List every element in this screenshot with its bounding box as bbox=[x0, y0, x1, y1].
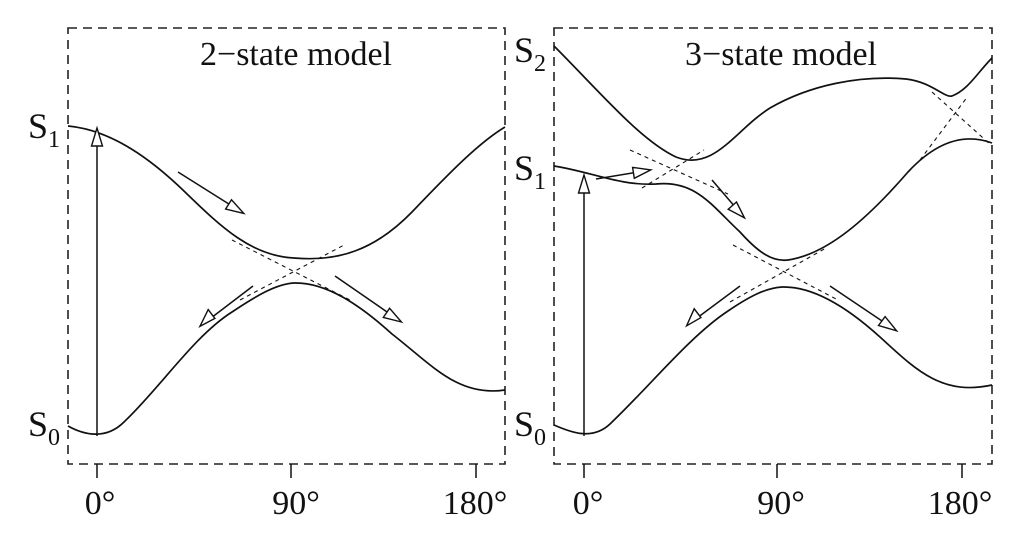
state-label-s1: S1 bbox=[514, 148, 546, 195]
diabatic-crossing-a bbox=[231, 239, 351, 301]
panel-frame bbox=[67, 27, 506, 465]
state-label-s1: S1 bbox=[28, 106, 60, 153]
x-tick-label-90: 90° bbox=[272, 485, 320, 522]
panel-title: 3−state model bbox=[685, 36, 877, 73]
panel-title: 2−state model bbox=[200, 36, 392, 73]
s1-potential-curve bbox=[67, 125, 506, 260]
state-label-s0: S0 bbox=[28, 404, 60, 451]
branch-right-arrow-line bbox=[334, 275, 391, 315]
x-tick-label-0: 0° bbox=[573, 485, 604, 522]
s2-potential-curve bbox=[553, 45, 993, 161]
panel-three-state: 3−state model S2 S1 S0 bbox=[514, 27, 993, 522]
diabatic-crossing-b bbox=[239, 243, 347, 301]
relaxation-arrow-line bbox=[711, 179, 737, 209]
state-label-s2: S2 bbox=[514, 30, 546, 77]
x-tick-label-90: 90° bbox=[757, 485, 805, 522]
x-tick-label-180: 180° bbox=[928, 485, 993, 522]
diabatic-crossing-d bbox=[729, 247, 827, 303]
branch-right-arrow-line bbox=[829, 285, 886, 324]
s1-potential-curve bbox=[553, 138, 993, 262]
branch-left-arrowhead bbox=[685, 307, 702, 328]
state-label-s0: S0 bbox=[514, 404, 546, 451]
panel-frame bbox=[553, 27, 993, 465]
s1-path-arrow-line bbox=[595, 171, 639, 180]
branch-right-arrowhead bbox=[877, 315, 899, 333]
x-tick-label-0: 0° bbox=[85, 485, 116, 522]
branch-right-arrowhead bbox=[382, 307, 404, 324]
diabatic-crossing-c bbox=[732, 244, 839, 301]
branch-left-arrow-line bbox=[210, 285, 254, 319]
relaxation-arrowhead bbox=[726, 200, 747, 220]
s1-path-arrowhead bbox=[631, 166, 654, 180]
diabatic-crossing-a bbox=[629, 149, 729, 195]
s0-potential-curve bbox=[67, 282, 506, 435]
diabatic-crossing-e bbox=[931, 91, 993, 147]
branch-left-arrow-line bbox=[696, 285, 741, 319]
relaxation-arrow-line bbox=[177, 171, 233, 207]
excitation-arrowhead bbox=[577, 172, 591, 194]
x-tick-label-180: 180° bbox=[443, 485, 508, 522]
relaxation-arrowhead bbox=[224, 198, 246, 215]
diabatic-crossing-f bbox=[919, 95, 969, 161]
branch-left-arrowhead bbox=[198, 308, 216, 329]
s0-potential-curve bbox=[553, 286, 993, 435]
panel-two-state: 2−state model S1 S0 0° 90° 180° bbox=[28, 27, 508, 522]
excitation-arrowhead bbox=[90, 125, 104, 147]
